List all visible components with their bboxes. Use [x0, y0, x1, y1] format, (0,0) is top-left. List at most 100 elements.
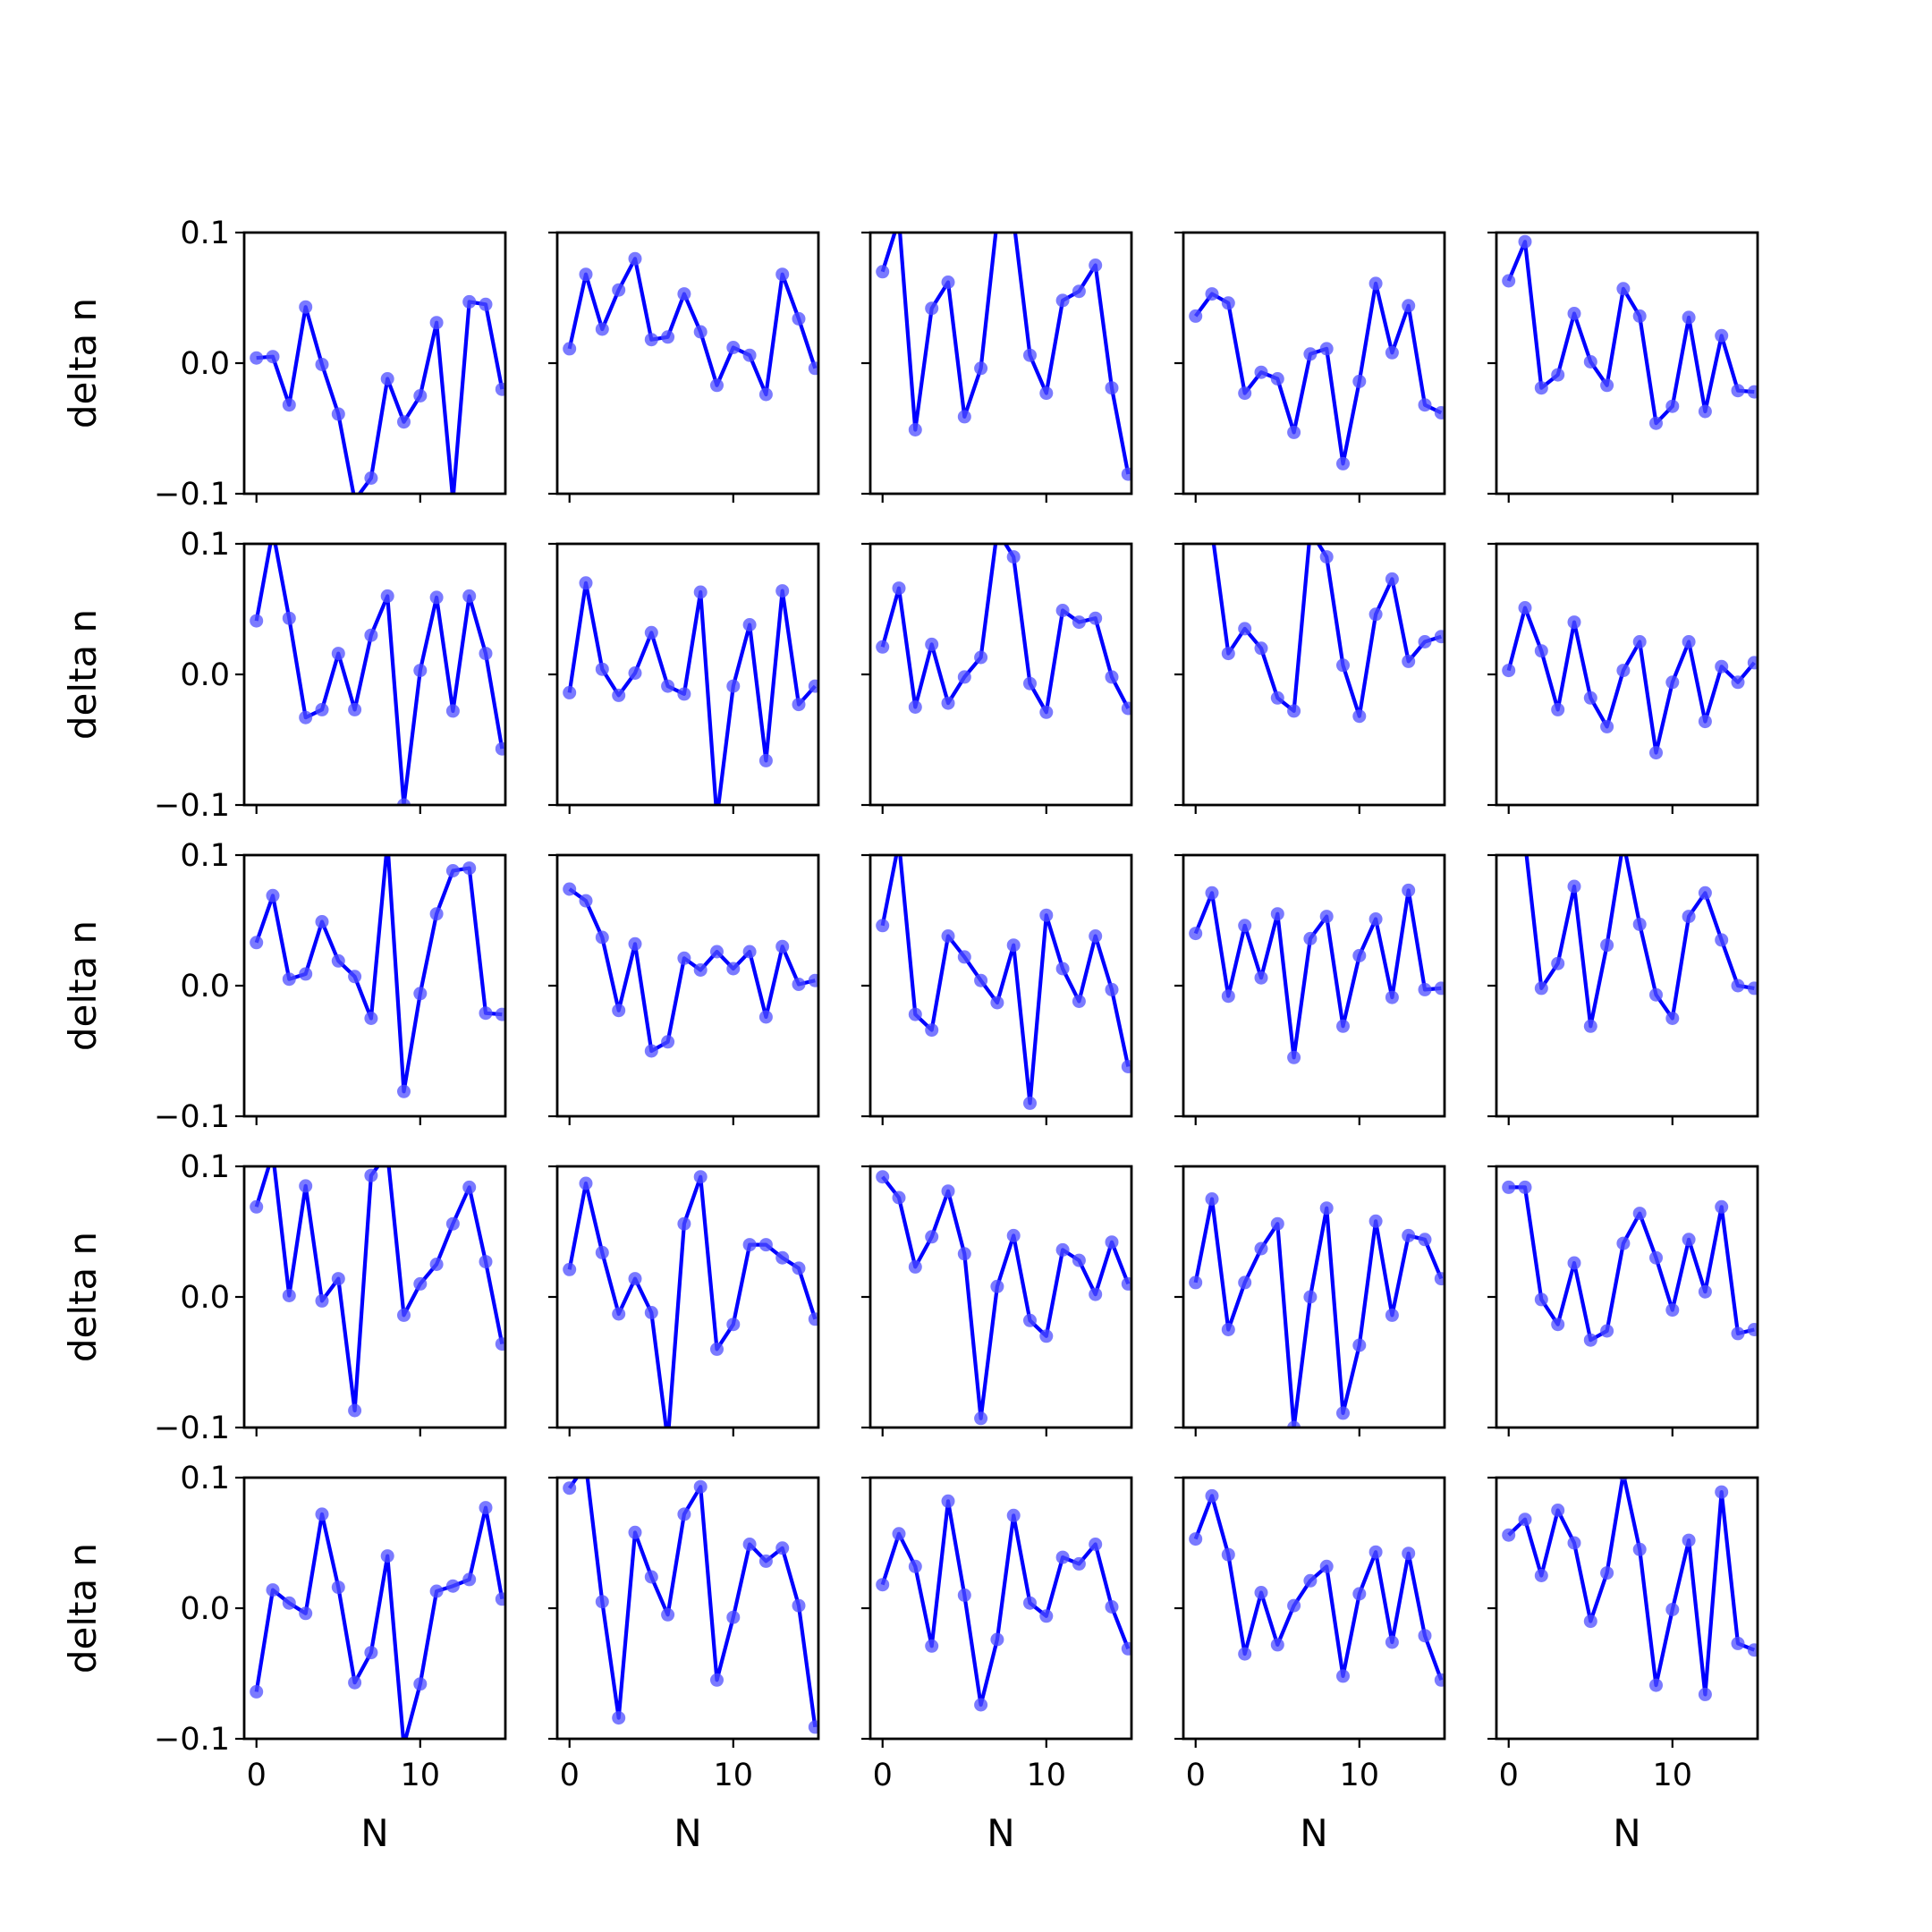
data-point: [1731, 675, 1745, 690]
x-axis-label: N: [1300, 1811, 1327, 1855]
data-point: [299, 710, 313, 724]
data-point: [726, 341, 741, 354]
data-point: [1616, 835, 1630, 849]
data-point: [1715, 659, 1729, 674]
data-point: [775, 939, 790, 953]
x-axis-label: N: [674, 1811, 701, 1855]
data-point: [1616, 282, 1631, 296]
data-point: [892, 1191, 906, 1205]
subplot-r2-c5: [1487, 542, 1759, 814]
data-point: [1665, 1603, 1680, 1616]
data-point: [1567, 1256, 1581, 1270]
subplot-r3-c1: −0.1 0.0 0.1 delta n: [61, 838, 507, 1135]
data-point: [413, 987, 428, 1001]
data-point: [1567, 307, 1581, 320]
data-point: [1055, 293, 1070, 308]
data-point: [1072, 1556, 1086, 1571]
data-point: [1747, 981, 1758, 996]
series-line: [1193, 888, 1442, 1060]
data-point: [1518, 1180, 1532, 1194]
data-point: [758, 1010, 773, 1024]
data-point: [661, 679, 675, 693]
data-point: [1534, 1569, 1548, 1582]
data-point: [282, 972, 296, 987]
data-point: [1534, 644, 1548, 658]
data-point: [331, 953, 345, 968]
data-point: [1254, 1586, 1268, 1599]
data-point: [1336, 456, 1350, 470]
data-point: [1205, 1488, 1219, 1503]
subplot-r4-c2: [548, 1165, 820, 1436]
subplot-r2-c1: −0.1 0.0 0.1 delta n: [61, 524, 507, 824]
series-line: [880, 1499, 1131, 1707]
data-point: [1055, 962, 1070, 976]
data-point: [892, 581, 906, 596]
data-point: [402, 1738, 406, 1739]
data-point: [1336, 1019, 1350, 1033]
data-point: [348, 1675, 362, 1690]
data-point: [250, 1199, 264, 1214]
data-point: [1221, 1547, 1235, 1562]
series-line: [254, 544, 504, 805]
x-tick-label: 0: [247, 1758, 267, 1793]
data-point: [1006, 550, 1021, 564]
data-point: [413, 1276, 428, 1291]
data-point: [974, 650, 988, 665]
data-point: [1189, 524, 1202, 538]
data-point: [267, 524, 280, 538]
y-axis-label: delta n: [61, 1232, 105, 1362]
data-point: [644, 625, 658, 640]
data-point: [1270, 691, 1284, 705]
data-point: [1665, 1012, 1680, 1025]
series-line: [1508, 1185, 1755, 1343]
x-tick-label: 10: [1340, 1758, 1380, 1793]
y-tick-label: 0.0: [180, 346, 230, 382]
y-tick-label: 0.0: [180, 1591, 230, 1627]
data-point: [644, 1306, 658, 1319]
series-line: [568, 887, 816, 1054]
data-point: [315, 702, 329, 716]
data-point: [974, 1698, 988, 1712]
data-point: [1023, 1096, 1037, 1110]
data-point: [413, 664, 428, 678]
data-point: [579, 576, 593, 590]
data-point: [941, 1184, 955, 1199]
data-point: [1039, 1609, 1054, 1623]
series-line: [567, 580, 817, 805]
data-point: [1682, 1233, 1696, 1247]
x-tick-label: 0: [1499, 1758, 1519, 1793]
data-point: [742, 1238, 757, 1252]
data-point: [792, 698, 806, 712]
data-point: [876, 640, 890, 654]
data-point: [1698, 715, 1712, 729]
data-point: [1502, 274, 1516, 288]
series-line: [254, 855, 503, 1094]
data-point: [1649, 987, 1663, 1002]
data-point: [1682, 910, 1696, 924]
data-point: [1270, 1216, 1284, 1231]
data-point: [925, 1639, 939, 1653]
data-point: [1055, 604, 1070, 617]
data-point: [808, 1312, 818, 1326]
data-point: [792, 978, 806, 991]
data-point: [661, 330, 675, 344]
data-point: [1006, 1228, 1021, 1242]
data-point: [1055, 1242, 1070, 1257]
series-line: [880, 855, 1131, 1106]
data-point: [1502, 1180, 1516, 1194]
data-point: [742, 348, 757, 362]
data-point: [990, 1279, 1004, 1293]
data-point: [1534, 381, 1548, 395]
data-point: [808, 361, 818, 376]
data-point: [1105, 381, 1119, 395]
data-point: [644, 333, 658, 347]
data-point: [299, 967, 313, 981]
data-point: [710, 378, 724, 393]
data-point: [1698, 1284, 1712, 1299]
data-point: [1089, 929, 1103, 943]
subplot-r5-c3: 0 10 N: [861, 1476, 1133, 1855]
data-point: [775, 584, 790, 598]
data-point: [445, 1579, 460, 1593]
data-point: [693, 325, 708, 339]
data-point: [462, 294, 477, 309]
